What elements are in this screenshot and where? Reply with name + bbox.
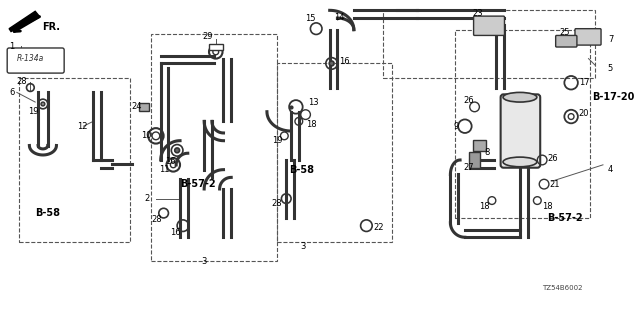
Text: 8: 8 <box>484 148 490 157</box>
Text: 7: 7 <box>608 35 613 44</box>
Bar <box>140 103 149 111</box>
FancyBboxPatch shape <box>575 29 601 45</box>
Text: FR.: FR. <box>42 22 60 32</box>
Text: 19: 19 <box>272 136 282 145</box>
Bar <box>209 44 223 50</box>
Text: 24: 24 <box>132 102 142 111</box>
Bar <box>383 10 595 78</box>
FancyBboxPatch shape <box>500 94 540 168</box>
Text: 13: 13 <box>308 98 319 107</box>
Text: 28: 28 <box>272 199 282 208</box>
Text: B-57-2: B-57-2 <box>180 179 216 189</box>
Text: 16: 16 <box>170 228 181 237</box>
Text: 3: 3 <box>202 257 207 266</box>
Text: 5: 5 <box>608 64 613 73</box>
Text: R-134a: R-134a <box>17 53 44 62</box>
Text: 18: 18 <box>479 202 490 211</box>
Text: TZ54B6002: TZ54B6002 <box>542 285 582 292</box>
Text: 14: 14 <box>335 12 345 21</box>
Bar <box>19 78 130 242</box>
Text: 28: 28 <box>151 215 162 224</box>
Text: 21: 21 <box>550 180 561 189</box>
Text: 16: 16 <box>339 57 350 66</box>
Bar <box>455 30 591 218</box>
Bar <box>468 152 481 168</box>
Text: B-57-2: B-57-2 <box>547 213 582 223</box>
Bar <box>472 140 486 151</box>
Text: B-58: B-58 <box>289 165 314 175</box>
FancyBboxPatch shape <box>556 36 577 47</box>
Text: 1: 1 <box>9 42 14 51</box>
Text: 9: 9 <box>453 122 458 131</box>
Polygon shape <box>9 11 40 32</box>
Text: 11: 11 <box>159 165 170 174</box>
Circle shape <box>175 148 180 153</box>
Circle shape <box>329 61 334 66</box>
Text: 20: 20 <box>579 109 589 118</box>
Text: 19: 19 <box>28 107 39 116</box>
Text: B-58: B-58 <box>35 208 60 218</box>
Text: 12: 12 <box>77 122 87 131</box>
Text: 16: 16 <box>166 157 176 166</box>
Text: 29: 29 <box>202 32 212 41</box>
Text: 25: 25 <box>559 28 570 37</box>
Text: 28: 28 <box>17 77 28 86</box>
Text: 15: 15 <box>305 13 316 22</box>
Bar <box>276 63 392 242</box>
Text: 4: 4 <box>608 165 613 174</box>
FancyBboxPatch shape <box>474 16 504 36</box>
Text: 27: 27 <box>463 163 474 172</box>
Text: B-17-20: B-17-20 <box>593 92 635 102</box>
Text: 18: 18 <box>307 120 317 129</box>
Bar <box>151 35 276 261</box>
Text: 6: 6 <box>9 88 15 97</box>
Text: 2: 2 <box>144 194 150 203</box>
FancyBboxPatch shape <box>7 48 64 73</box>
Circle shape <box>41 102 45 106</box>
Text: 10: 10 <box>141 131 152 140</box>
Text: 22: 22 <box>373 223 383 232</box>
Text: 17: 17 <box>579 78 589 87</box>
Ellipse shape <box>503 157 537 167</box>
Text: 26: 26 <box>547 154 557 163</box>
Text: 18: 18 <box>542 202 553 211</box>
Ellipse shape <box>503 92 537 102</box>
Text: 23: 23 <box>472 9 483 18</box>
Text: 26: 26 <box>463 96 474 105</box>
Text: 3: 3 <box>301 243 306 252</box>
